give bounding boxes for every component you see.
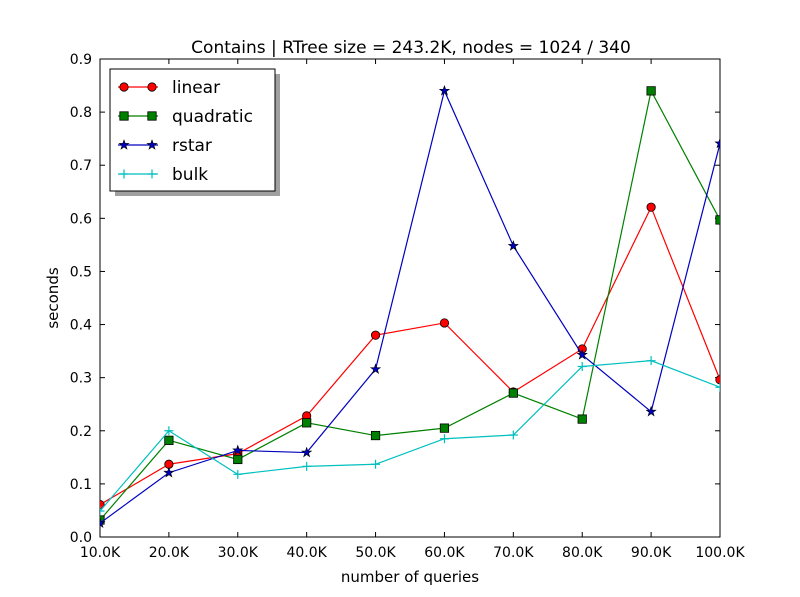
x-tick-label: 90.0K <box>631 545 672 561</box>
data-point-quadratic <box>508 388 518 398</box>
data-point-quadratic <box>715 215 720 225</box>
legend-label-quadratic: quadratic <box>172 107 253 127</box>
y-tick-label: 0.1 <box>70 477 92 493</box>
data-point-rstar <box>100 517 106 528</box>
series-line-linear <box>100 205 720 506</box>
x-tick-label: 30.0K <box>218 545 259 561</box>
legend-marker-quadratic <box>119 111 129 121</box>
data-point-rstar <box>163 466 175 478</box>
y-tick-label: 0.8 <box>70 105 92 121</box>
y-tick-label: 0.0 <box>70 530 92 546</box>
data-point-bulk <box>715 382 720 392</box>
legend-marker-quadratic <box>147 111 157 121</box>
y-tick-label: 0.4 <box>70 318 92 334</box>
data-point-quadratic <box>233 454 243 465</box>
x-tick-label: 70.0K <box>493 545 534 561</box>
data-point-quadratic <box>370 430 381 441</box>
data-point-rstar <box>301 446 313 458</box>
data-point-rstar <box>576 348 588 360</box>
x-tick-label: 60.0K <box>424 545 465 561</box>
x-tick-label: 50.0K <box>355 545 396 561</box>
legend-marker-linear <box>147 82 157 92</box>
data-point-quadratic <box>164 435 174 445</box>
legend: linear quadratic rstar bulk <box>109 68 280 196</box>
data-point-rstar <box>438 84 451 96</box>
x-tick-label: 40.0K <box>286 545 327 561</box>
plot-frame <box>99 58 721 538</box>
y-tick-label: 0.9 <box>70 52 92 68</box>
y-tick-label: 0.7 <box>70 158 92 174</box>
data-point-bulk <box>371 459 381 469</box>
data-point-rstar <box>507 240 519 251</box>
data-point-quadratic <box>646 86 656 96</box>
legend-marker-linear <box>119 82 129 92</box>
data-point-bulk <box>233 469 243 479</box>
data-point-linear <box>370 330 381 340</box>
data-point-rstar <box>232 444 244 456</box>
x-tick-label: 100.0K <box>695 545 745 561</box>
data-point-bulk <box>577 362 587 372</box>
y-tick-label: 0.6 <box>70 211 92 227</box>
data-point-linear <box>646 202 656 212</box>
data-point-bulk <box>646 356 656 366</box>
x-axis-label: number of queries <box>341 568 479 586</box>
series-rstar <box>100 84 720 528</box>
legend-marker-bulk <box>119 169 129 179</box>
y-tick-label: 0.2 <box>70 424 92 440</box>
data-point-quadratic <box>439 423 450 433</box>
data-point-linear <box>439 318 450 328</box>
chart-title: Contains | RTree size = 243.2K, nodes = … <box>191 38 631 58</box>
series-line-rstar <box>100 89 720 524</box>
data-point-bulk <box>439 434 449 444</box>
series-line-quadratic <box>100 89 720 521</box>
data-point-quadratic <box>302 418 312 428</box>
legend-marker-rstar <box>146 139 158 150</box>
y-tick-label: 0.3 <box>70 371 92 387</box>
data-point-bulk <box>508 430 518 440</box>
data-point-bulk <box>100 506 105 516</box>
x-tick-label: 80.0K <box>562 545 603 561</box>
legend-label-bulk: bulk <box>172 165 208 185</box>
data-point-rstar <box>714 137 720 149</box>
data-point-bulk <box>164 426 174 436</box>
series-line-bulk <box>100 360 720 512</box>
legend-label-linear: linear <box>172 78 220 98</box>
legend-marker-rstar <box>118 139 130 150</box>
data-point-rstar <box>645 405 657 417</box>
legend-label-rstar: rstar <box>172 136 212 156</box>
y-tick-label: 0.5 <box>70 264 92 280</box>
data-point-rstar <box>369 363 382 374</box>
series-quadratic <box>100 86 720 525</box>
series-bulk <box>100 356 720 516</box>
x-tick-label: 10.0K <box>80 545 121 561</box>
x-tick-label: 20.0K <box>149 545 190 561</box>
data-point-quadratic <box>577 414 587 424</box>
y-axis-label: seconds <box>44 267 62 328</box>
data-point-bulk <box>302 461 312 471</box>
legend-box <box>109 68 276 192</box>
legend-marker-bulk <box>147 169 157 179</box>
